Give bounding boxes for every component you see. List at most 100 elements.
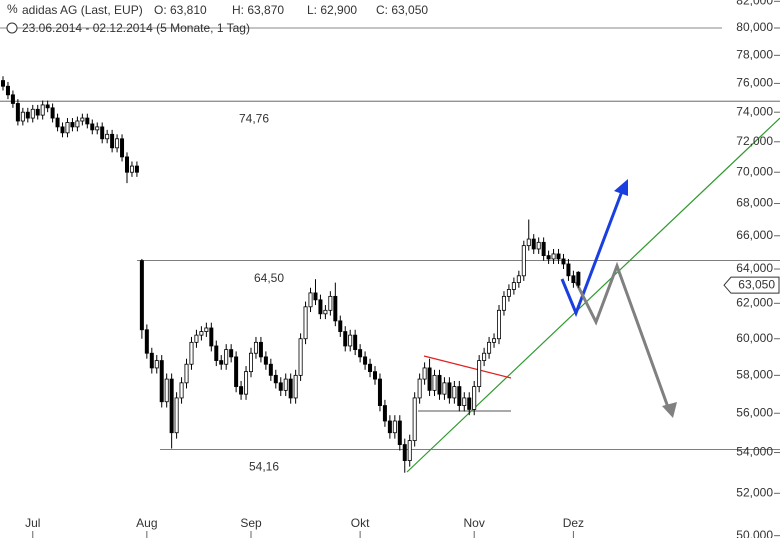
- candle-body: [268, 363, 273, 376]
- chart-subtitle: 23.06.2014 - 02.12.2014 (5 Monate, 1 Tag…: [22, 21, 250, 35]
- x-tick-label: Aug: [136, 516, 157, 530]
- candle-body: [516, 275, 521, 284]
- candle-body: [273, 374, 278, 384]
- candle-body: [75, 120, 80, 128]
- candle-body: [333, 295, 338, 322]
- chart-title: adidas AG (Last, EUP): [22, 3, 143, 17]
- candle-body: [234, 356, 239, 387]
- candle-body: [174, 397, 179, 434]
- x-tick-label: Okt: [351, 516, 370, 530]
- candle-body: [40, 104, 45, 116]
- candle-body: [442, 382, 447, 395]
- y-tick-label: 70,000: [736, 164, 773, 178]
- clock-icon: [6, 22, 18, 34]
- candle-body: [229, 349, 234, 358]
- candle-body: [348, 334, 353, 347]
- candle-body: [90, 123, 95, 131]
- y-tick-label: 52,000: [736, 485, 773, 499]
- gray-arrow-head: [662, 402, 677, 418]
- candle-body: [541, 241, 546, 257]
- candle-body: [263, 356, 268, 365]
- candle-body: [561, 258, 566, 265]
- candle-body: [85, 117, 90, 125]
- ohlc-low: L: 62,900: [307, 3, 357, 17]
- candle-body: [482, 352, 487, 361]
- y-tick-label: 56,000: [736, 405, 773, 419]
- candle-body: [412, 397, 417, 442]
- candle-body: [149, 352, 154, 369]
- candle-body: [392, 420, 397, 434]
- y-tick-label: 54,000: [736, 445, 773, 459]
- candle-body: [576, 271, 581, 286]
- candle-body: [50, 107, 55, 119]
- y-tick-label: 72,000: [736, 134, 773, 148]
- candle-body: [0, 80, 6, 87]
- candle-body: [382, 405, 387, 422]
- y-tick-label: 76,000: [736, 76, 773, 90]
- candle-body: [288, 378, 293, 399]
- candle-body: [397, 420, 402, 445]
- x-tick-label: Sep: [240, 516, 262, 530]
- candle-body: [511, 282, 516, 290]
- y-tick-label: 74,000: [736, 104, 773, 118]
- candle-body: [462, 397, 467, 406]
- candle-body: [278, 382, 283, 391]
- candle-body: [402, 444, 407, 461]
- candle-body: [377, 378, 382, 406]
- candle-body: [154, 360, 159, 369]
- candle-body: [546, 255, 551, 260]
- y-tick-label: 60,000: [736, 331, 773, 345]
- candle-body: [214, 345, 219, 361]
- candle-body: [556, 253, 561, 260]
- y-tick-label: 78,000: [736, 48, 773, 62]
- price-tag: [723, 276, 780, 294]
- candle-body: [363, 356, 368, 365]
- candle-body: [199, 331, 204, 336]
- blue-arrow: [560, 185, 626, 318]
- candle-body: [452, 386, 457, 399]
- candle-body: [189, 341, 194, 365]
- candle-body: [253, 341, 258, 354]
- candle-body: [100, 126, 105, 140]
- candle-body: [35, 108, 40, 116]
- candle-body: [472, 386, 477, 410]
- candle-body: [417, 378, 422, 399]
- candle-body: [10, 94, 15, 104]
- candle-body: [437, 374, 442, 395]
- candle-body: [134, 165, 139, 173]
- candle-body: [387, 420, 392, 434]
- candle-body: [248, 352, 253, 373]
- y-tick-label: 50,000: [736, 528, 773, 538]
- ohlc-high: H: 63,870: [232, 3, 284, 17]
- candle-body: [318, 299, 323, 315]
- candle-body: [447, 382, 452, 399]
- candle-body: [313, 292, 318, 301]
- y-tick-label: 68,000: [736, 196, 773, 210]
- y-tick-label: 66,000: [736, 228, 773, 242]
- candle-body: [303, 306, 308, 340]
- candle-body: [328, 295, 333, 311]
- candle-body: [194, 334, 199, 343]
- candle-body: [323, 309, 328, 315]
- candle-body: [95, 126, 100, 131]
- candle-body: [219, 360, 224, 365]
- chart-icon: %: [7, 2, 18, 16]
- candle-body: [129, 165, 134, 173]
- candle-body: [343, 331, 348, 347]
- gray-arrow: [574, 261, 671, 411]
- candle-body: [204, 327, 209, 332]
- level-label: 64,50: [254, 271, 284, 285]
- candle-body: [427, 367, 432, 391]
- candle-body: [15, 103, 20, 122]
- candle-body: [115, 138, 120, 149]
- candle-body: [487, 341, 492, 354]
- candle-body: [45, 104, 50, 109]
- blue-arrow-head: [614, 179, 628, 196]
- trend-line: [406, 117, 780, 473]
- candle-body: [283, 378, 288, 391]
- candle-body: [60, 126, 65, 134]
- candle-body: [144, 329, 149, 354]
- candle-body: [164, 378, 169, 403]
- candle-body: [258, 341, 263, 358]
- ohlc-close: C: 63,050: [376, 3, 428, 17]
